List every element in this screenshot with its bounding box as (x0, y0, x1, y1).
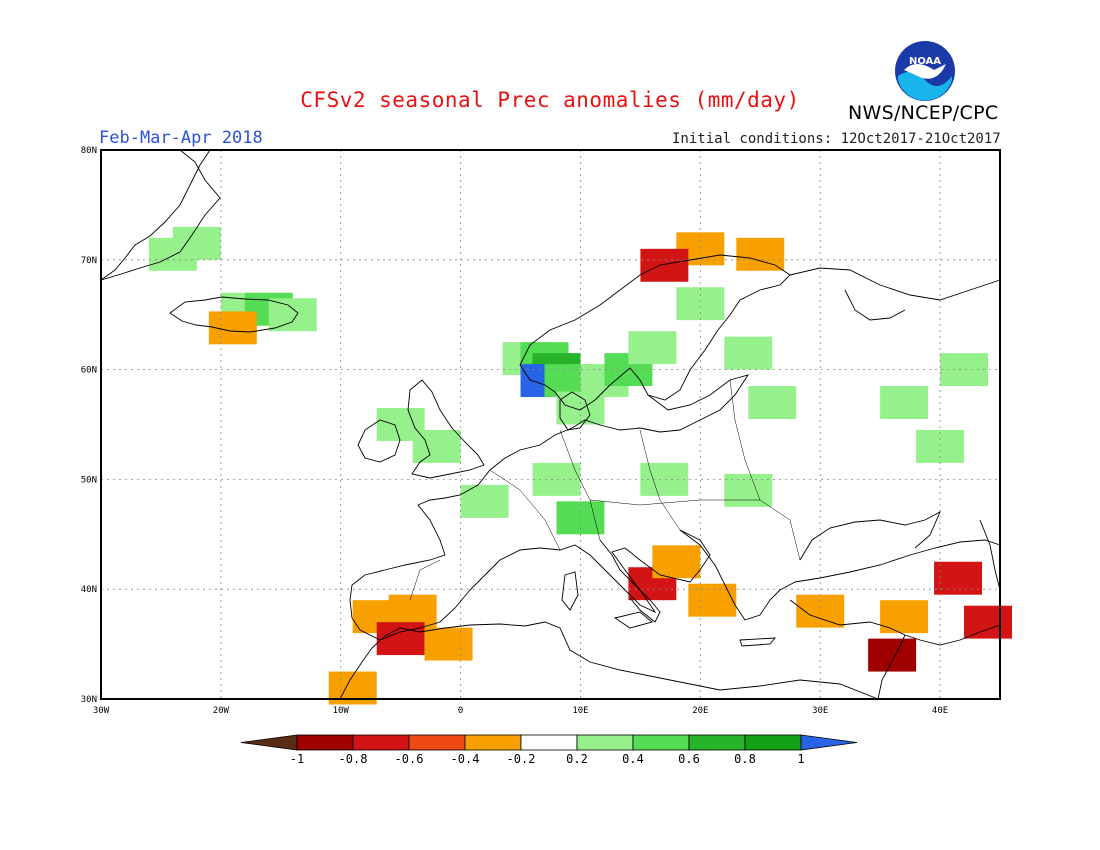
colorbar-label: 0.6 (678, 752, 700, 766)
lon-tick-label: 0 (458, 706, 463, 716)
coast-great-britain (407, 379, 485, 479)
colorbar-label: 0.2 (566, 752, 588, 766)
lon-tick-label: 30W (93, 706, 110, 716)
map-frame (101, 150, 1000, 699)
anomaly-cell (640, 248, 689, 282)
anomaly-cell (148, 237, 197, 271)
colorbar-box (576, 734, 634, 751)
lat-tick-label: 30N (81, 695, 97, 705)
colorbar-label: 0.8 (734, 752, 756, 766)
lat-tick-label: 60N (81, 366, 97, 376)
lat-tick-label: 50N (81, 475, 97, 485)
lon-tick-label: 30E (812, 706, 828, 716)
anomaly-cell (868, 638, 917, 672)
colorbar-labels: -1 -0.8 -0.6 -0.4 -0.2 0.2 0.4 0.6 0.8 1 (290, 752, 805, 766)
colorbar-box (520, 734, 578, 751)
lon-tick-label: 10W (333, 706, 350, 716)
colorbar-label: -0.4 (451, 752, 480, 766)
coast-iceland (169, 296, 299, 333)
lat-tick-label: 80N (81, 146, 97, 156)
colorbar-box (408, 734, 466, 751)
map-title: CFSv2 seasonal Prec anomalies (mm/day) (300, 88, 800, 112)
coast-white-sea (844, 289, 906, 321)
anomaly-cell (424, 627, 473, 661)
lat-tick-label: 40N (81, 585, 97, 595)
noaa-logo-icon: NOAA (895, 41, 955, 101)
anomaly-cells (148, 226, 1012, 705)
coast-caspian (979, 519, 1001, 591)
border-1 (559, 429, 601, 541)
coast-kola (789, 267, 1001, 301)
season-label: Feb-Mar-Apr 2018 (99, 128, 263, 148)
colorbar-high-arrow (800, 734, 858, 751)
map-border (100, 149, 1001, 700)
agency-label: NWS/NCEP/CPC (848, 102, 999, 124)
border-3 (729, 379, 801, 561)
coast-north-africa (339, 621, 879, 700)
colorbar-low-arrow (240, 734, 298, 751)
colorbar-label: -1 (290, 752, 304, 766)
country-borders (409, 379, 801, 601)
coast-sicily (613, 611, 653, 629)
coast-ireland (357, 419, 401, 463)
anomaly-cell (412, 429, 461, 463)
anomaly-cell (268, 298, 317, 332)
colorbar-boxes (240, 734, 858, 751)
colorbar-label: -0.2 (507, 752, 536, 766)
coast-sardinia (561, 571, 579, 611)
border-4 (589, 499, 760, 506)
anomaly-cell (652, 545, 701, 579)
coast-west-europe (349, 427, 711, 641)
anomaly-cell (676, 287, 725, 321)
border-6 (489, 469, 561, 551)
coast-turkey (794, 539, 1001, 583)
anomaly-cell (628, 331, 677, 365)
logo-text: NOAA (909, 56, 941, 67)
border-2 (639, 429, 681, 531)
coast-crete (739, 637, 777, 647)
colorbar-box (632, 734, 690, 751)
coast-scandinavia (519, 254, 791, 411)
lon-tick-label: 20W (213, 706, 230, 716)
colorbar-box (464, 734, 522, 751)
coast-greenland (100, 149, 211, 281)
anomaly-cell (724, 336, 773, 370)
anomaly-cell (748, 386, 797, 420)
lon-tick-label: 40E (932, 706, 948, 716)
coast-denmark (559, 391, 591, 431)
graticule (101, 150, 1000, 699)
coast-black-sea (799, 510, 941, 561)
border-5 (409, 559, 441, 601)
colorbar-box (296, 734, 354, 751)
anomaly-cell (736, 237, 785, 271)
lat-tick-label: 70N (81, 256, 97, 266)
lon-tick-label: 10E (572, 706, 588, 716)
colorbar-label: -0.6 (395, 752, 424, 766)
lon-tick-label: 20E (692, 706, 708, 716)
initial-conditions-label: Initial conditions: 12Oct2017-21Oct2017 (672, 131, 1001, 147)
anomaly-cell (880, 386, 929, 420)
colorbar-box (688, 734, 746, 751)
coast-baltic (571, 374, 750, 433)
colorbar-label: 1 (797, 752, 804, 766)
coast-italy (599, 539, 661, 623)
colorbar-label: -0.8 (339, 752, 368, 766)
coast-balkans (679, 529, 796, 621)
coast-levant (877, 634, 906, 700)
coast-greenland-2 (100, 149, 221, 281)
colorbar-label: 0.4 (622, 752, 644, 766)
colorbar-box (744, 734, 802, 751)
anomaly-cell (964, 605, 1012, 639)
colorbar-box (352, 734, 410, 751)
coastlines (100, 149, 1001, 700)
